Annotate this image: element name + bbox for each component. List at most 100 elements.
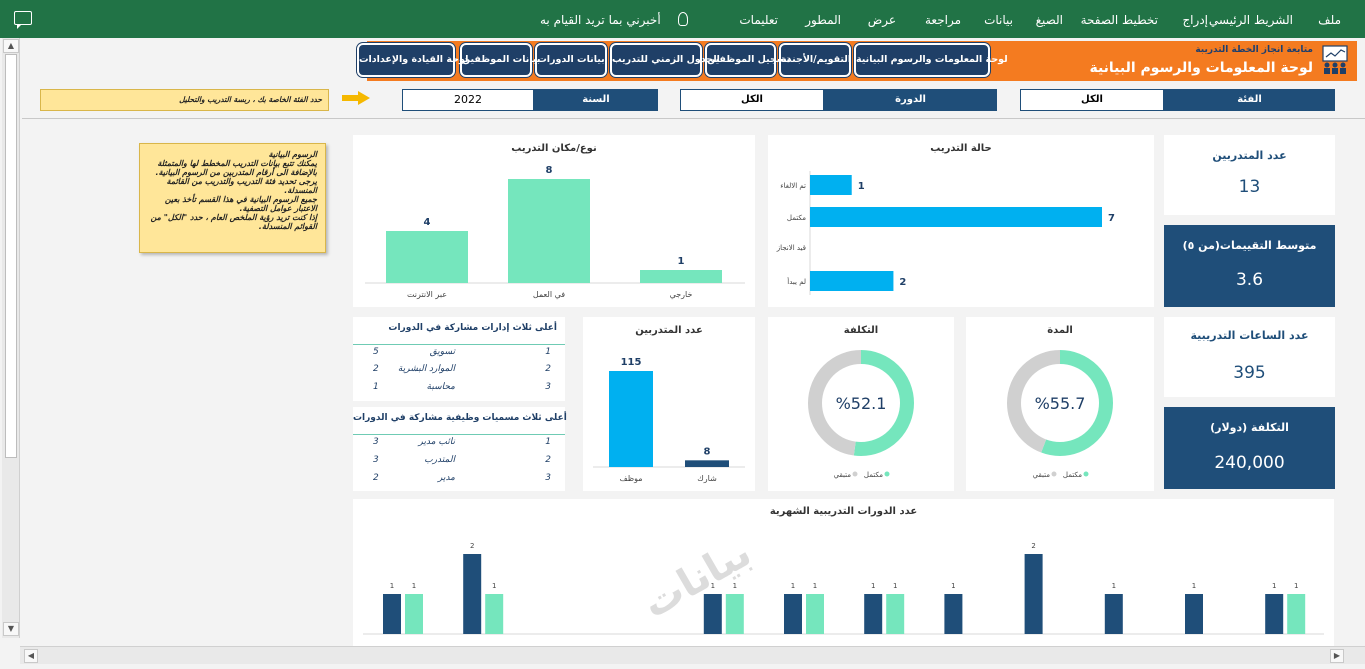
tab-page-layout[interactable]: تخطيط الصفحة — [1080, 13, 1158, 27]
rank: 2 — [545, 455, 551, 465]
tab-review[interactable]: مراجعة — [924, 13, 961, 27]
tab-formulas[interactable]: الصيغ — [1035, 13, 1063, 27]
tab-help[interactable]: تعليمات — [739, 13, 778, 27]
data-label: 1 — [1112, 582, 1116, 590]
count: 2 — [373, 473, 379, 483]
bar — [784, 594, 802, 634]
data-label: 1 — [733, 582, 737, 590]
vertical-scrollbar[interactable]: ▲ ▼ — [2, 38, 20, 638]
top-departments-title: أعلى ثلاث إدارات مشاركة في الدورات — [388, 323, 557, 333]
training-status-chart-card: حالة التدريب تم الالغاء 1 مكتمل 7 قيد الانجا… — [768, 135, 1154, 307]
cost-donut-chart: %52.1 مكتمل متبقي — [808, 350, 914, 479]
info-note: الرسوم البيانية يمكنك تتبع بيانات التدري… — [139, 143, 326, 253]
nav-training-schedule[interactable]: الجدول الزمني للتدريب — [610, 43, 720, 77]
bar — [703, 594, 722, 634]
info-note-line: يمكنك تتبع بيانات التدريب المخطط لها وال… — [155, 159, 317, 177]
data-label: 1 — [678, 256, 685, 267]
list-item: 1 تسويق 5 — [353, 347, 565, 363]
donut-center-label: %55.7 — [1035, 394, 1086, 413]
trainee-count-chart-card: عدد المتدربين 115 موظف 8 شارك — [583, 317, 755, 491]
bar — [508, 179, 590, 283]
year-filter-dropdown[interactable]: 2022 — [402, 89, 534, 111]
kpi-trainees-label: عدد المتدربين — [1212, 149, 1287, 162]
bar — [609, 371, 653, 467]
scroll-thumb[interactable] — [5, 54, 17, 458]
info-note-title: الرسوم البيانية — [268, 150, 317, 159]
count: 2 — [373, 364, 379, 374]
tell-me-search[interactable]: أخبرني بما تريد القيام به — [540, 13, 661, 27]
training-status-chart-title: حالة التدريب — [930, 143, 992, 154]
category-filter-dropdown[interactable]: الكل — [1020, 89, 1164, 111]
bar — [386, 231, 468, 283]
tab-home[interactable]: الشريط الرئيسي — [1208, 13, 1293, 27]
bar — [810, 175, 852, 195]
dashboard-sheet: متابعة انجاز الخطة التدريبة لوحة المعلوم… — [22, 38, 1365, 646]
kpi-cost-label: التكلفة (دولار) — [1210, 421, 1289, 434]
category-label: قيد الانجاز — [776, 244, 806, 252]
cost-donut-card: التكلفة %52.1 مكتمل متبقي — [768, 317, 954, 491]
nav-course-data[interactable]: بيانات الدورات — [535, 43, 607, 77]
bar — [1185, 594, 1203, 634]
nav-employee-data[interactable]: بيانات الموظفين — [460, 43, 540, 77]
kpi-trainees-card: عدد المتدربين 13 — [1164, 135, 1335, 215]
data-label: 1 — [858, 181, 865, 192]
data-label: 115 — [621, 357, 642, 368]
filter-hint-note: حدد الفئة الخاصة بك ، ربسة التدريب والتح… — [40, 89, 329, 111]
trainee-count-chart-title: عدد المتدربين — [635, 325, 703, 336]
rank: 3 — [545, 382, 551, 392]
tab-data[interactable]: بيانات — [984, 13, 1013, 27]
category-label: شارك — [697, 474, 717, 483]
scroll-left-button[interactable]: ◀ — [24, 649, 38, 663]
kpi-hours-label: عدد الساعات التدريبية — [1190, 329, 1309, 342]
scroll-right-button[interactable]: ▶ — [1330, 649, 1344, 663]
comments-icon[interactable] — [14, 11, 32, 29]
data-label: 1 — [1272, 582, 1276, 590]
bar — [685, 460, 729, 467]
bar — [640, 270, 722, 283]
list-item: 2 المتدرب 3 — [353, 455, 565, 471]
count: 1 — [373, 382, 379, 392]
bar — [1287, 594, 1306, 634]
kpi-rating-value: 3.6 — [1235, 270, 1264, 290]
legend-marker — [1051, 471, 1057, 477]
info-note-line: إذا كنت تريد رؤية الملخص العام ، حدد "ال… — [150, 213, 317, 231]
course-filter-dropdown[interactable]: الكل — [680, 89, 824, 111]
trainee-count-chart: 115 موظف 8 شارك — [593, 357, 745, 483]
nav-control-settings[interactable]: لوحة القيادة والإعدادات — [357, 43, 468, 77]
department-name: تسويق — [429, 347, 455, 357]
duration-donut-chart: %55.7 مكتمل متبقي — [1007, 350, 1113, 479]
rank: 3 — [545, 473, 551, 483]
data-label: 7 — [1108, 213, 1115, 224]
count: 3 — [373, 455, 379, 465]
nav-employee-registration[interactable]: تسجيل الموظفين — [705, 43, 790, 77]
nav-dashboard-charts[interactable]: لوحة المعلومات والرسوم البيانية — [854, 43, 1008, 77]
legend-marker — [884, 471, 890, 477]
bar — [864, 594, 883, 634]
tab-view[interactable]: عرض — [867, 13, 896, 27]
tab-file[interactable]: ملف — [1318, 13, 1341, 27]
scroll-up-button[interactable]: ▲ — [3, 39, 19, 53]
data-label: 2 — [470, 542, 474, 550]
top-job-titles-card: أعلى ثلاث مسميات وظيفية مشاركة في الدورا… — [353, 407, 567, 491]
nav-calendar[interactable]: التقويم/الأجندة — [779, 43, 851, 77]
department-name: الموارد البشرية — [397, 364, 455, 374]
year-filter-label: السنة — [534, 89, 658, 111]
training-status-chart: تم الالغاء 1 مكتمل 7 قيد الانجاز لم يبدأ 2 — [776, 171, 1115, 295]
data-label: 1 — [871, 582, 875, 590]
tab-developer[interactable]: المطور — [805, 13, 841, 27]
bar — [1265, 594, 1284, 634]
course-filter-label: الدورة — [824, 89, 997, 111]
banner-subtitle: متابعة انجاز الخطة التدريبة — [1195, 45, 1313, 55]
list-divider — [353, 344, 565, 345]
count: 3 — [373, 437, 379, 447]
horizontal-scrollbar[interactable]: ◀ ▶ — [20, 646, 1365, 664]
legend-label: متبقي — [834, 471, 852, 479]
monthly-courses-chart-title: عدد الدورات التدريبية الشهرية — [769, 506, 918, 517]
list-item: 3 محاسبة 1 — [353, 382, 565, 398]
kpi-rating-card: متوسط التقييمات(من ٥) 3.6 — [1164, 225, 1335, 307]
scroll-down-button[interactable]: ▼ — [3, 622, 19, 636]
lightbulb-icon — [678, 12, 688, 26]
team-presentation-icon — [1322, 45, 1348, 74]
tab-insert[interactable]: إدراج — [1182, 13, 1208, 27]
